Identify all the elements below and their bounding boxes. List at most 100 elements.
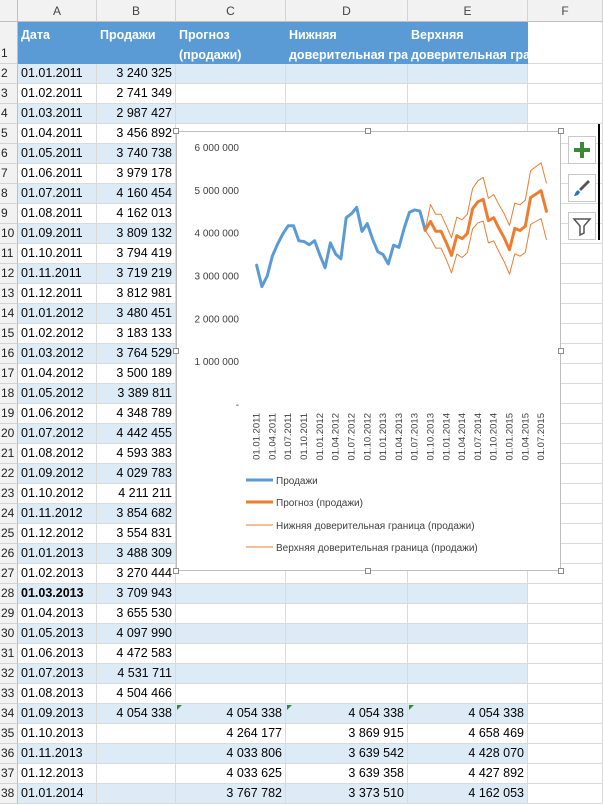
row-header[interactable]: 5 (0, 124, 18, 144)
cell-empty[interactable] (528, 604, 603, 624)
cell-forecast[interactable] (176, 624, 286, 644)
cell-date[interactable]: 01.12.2013 (18, 764, 97, 784)
cell-empty[interactable] (528, 684, 603, 704)
column-header-b[interactable]: B (97, 0, 176, 22)
cell-lower[interactable] (286, 104, 408, 124)
cell-sales[interactable]: 4 472 583 (97, 644, 176, 664)
header-cell[interactable]: Дата (18, 22, 97, 64)
column-header-f[interactable]: F (528, 0, 603, 22)
cell-lower[interactable] (286, 584, 408, 604)
cell-sales[interactable]: 3 488 309 (97, 544, 176, 564)
row-header[interactable]: 14 (0, 304, 18, 324)
cell-upper[interactable] (408, 664, 528, 684)
cell-upper[interactable] (408, 604, 528, 624)
cell-lower[interactable] (286, 84, 408, 104)
row-header[interactable]: 22 (0, 464, 18, 484)
cell-lower[interactable]: 4 054 338 (286, 704, 408, 724)
column-header-c[interactable]: C (176, 0, 286, 22)
cell-date[interactable]: 01.04.2012 (18, 364, 97, 384)
row-header[interactable]: 34 (0, 704, 18, 724)
cell-sales[interactable]: 3 554 831 (97, 524, 176, 544)
cell-forecast[interactable] (176, 644, 286, 664)
row-header[interactable]: 25 (0, 524, 18, 544)
cell-sales[interactable]: 3 655 530 (97, 604, 176, 624)
cell-date[interactable]: 01.12.2011 (18, 284, 97, 304)
cell-forecast[interactable] (176, 64, 286, 84)
cell-sales[interactable]: 4 531 711 (97, 664, 176, 684)
row-header[interactable]: 9 (0, 204, 18, 224)
cell-forecast[interactable] (176, 564, 286, 584)
cell-date[interactable]: 01.10.2011 (18, 244, 97, 264)
row-header[interactable]: 32 (0, 664, 18, 684)
cell-upper[interactable]: 4 427 892 (408, 764, 528, 784)
header-cell[interactable]: Прогноз (продажи) (176, 22, 286, 64)
cell-date[interactable]: 01.06.2013 (18, 644, 97, 664)
cell-sales[interactable]: 3 719 219 (97, 264, 176, 284)
header-cell[interactable]: Нижняя доверительная гра (286, 22, 408, 64)
cell-forecast[interactable]: 3 767 782 (176, 784, 286, 804)
row-header[interactable]: 27 (0, 564, 18, 584)
chart-elements-button[interactable] (568, 136, 596, 164)
cell-sales[interactable] (97, 764, 176, 784)
cell-date[interactable]: 01.11.2013 (18, 744, 97, 764)
cell-upper[interactable]: 4 428 070 (408, 744, 528, 764)
cell-upper[interactable]: 4 054 338 (408, 704, 528, 724)
cell-upper[interactable]: 4 162 053 (408, 784, 528, 804)
cell-upper[interactable] (408, 564, 528, 584)
row-header[interactable]: 10 (0, 224, 18, 244)
cell-lower[interactable] (286, 604, 408, 624)
row-header[interactable]: 38 (0, 784, 18, 804)
cell-sales[interactable]: 4 162 013 (97, 204, 176, 224)
row-header[interactable]: 8 (0, 184, 18, 204)
cell-sales[interactable]: 3 809 132 (97, 224, 176, 244)
cell-upper[interactable] (408, 584, 528, 604)
cell-date[interactable]: 01.11.2012 (18, 504, 97, 524)
row-header[interactable]: 31 (0, 644, 18, 664)
cell-sales[interactable]: 3 270 444 (97, 564, 176, 584)
cell-date[interactable]: 01.02.2013 (18, 564, 97, 584)
cell-sales[interactable]: 3 854 682 (97, 504, 176, 524)
resize-handle[interactable] (365, 128, 371, 134)
cell-forecast[interactable]: 4 054 338 (176, 704, 286, 724)
row-header[interactable]: 2 (0, 64, 18, 84)
cell-date[interactable]: 01.08.2012 (18, 444, 97, 464)
cell-upper[interactable] (408, 684, 528, 704)
cell-sales[interactable]: 4 211 211 (97, 484, 176, 504)
resize-handle[interactable] (173, 128, 179, 134)
error-indicator-icon[interactable] (177, 705, 182, 710)
cell-forecast[interactable]: 4 264 177 (176, 724, 286, 744)
cell-date[interactable]: 01.10.2012 (18, 484, 97, 504)
cell-date[interactable]: 01.01.2012 (18, 304, 97, 324)
cell-date[interactable]: 01.02.2012 (18, 324, 97, 344)
cell-date[interactable]: 01.03.2013 (18, 584, 97, 604)
cell-lower[interactable] (286, 624, 408, 644)
row-header[interactable]: 29 (0, 604, 18, 624)
resize-handle[interactable] (173, 348, 179, 354)
resize-handle[interactable] (558, 348, 564, 354)
cell-date[interactable]: 01.05.2012 (18, 384, 97, 404)
resize-handle[interactable] (365, 568, 371, 574)
row-header[interactable]: 19 (0, 404, 18, 424)
cell-date[interactable]: 01.12.2012 (18, 524, 97, 544)
resize-handle[interactable] (558, 568, 564, 574)
cell-sales[interactable] (97, 784, 176, 804)
column-header-a[interactable]: A (18, 0, 97, 22)
column-header-e[interactable]: E (408, 0, 528, 22)
row-header[interactable]: 17 (0, 364, 18, 384)
cell-date[interactable]: 01.08.2011 (18, 204, 97, 224)
column-header-d[interactable]: D (286, 0, 408, 22)
cell-date[interactable]: 01.07.2012 (18, 424, 97, 444)
chart-filters-button[interactable] (568, 212, 596, 240)
cell-empty[interactable] (528, 724, 603, 744)
cell-sales[interactable]: 3 764 529 (97, 344, 176, 364)
cell-lower[interactable] (286, 664, 408, 684)
cell-empty[interactable] (528, 704, 603, 724)
row-header[interactable]: 28 (0, 584, 18, 604)
row-header[interactable]: 7 (0, 164, 18, 184)
cell-sales[interactable]: 3 812 981 (97, 284, 176, 304)
cell-sales[interactable]: 3 183 133 (97, 324, 176, 344)
cell-date[interactable]: 01.04.2013 (18, 604, 97, 624)
row-header[interactable]: 16 (0, 344, 18, 364)
row-header[interactable]: 15 (0, 324, 18, 344)
cell-forecast[interactable] (176, 684, 286, 704)
